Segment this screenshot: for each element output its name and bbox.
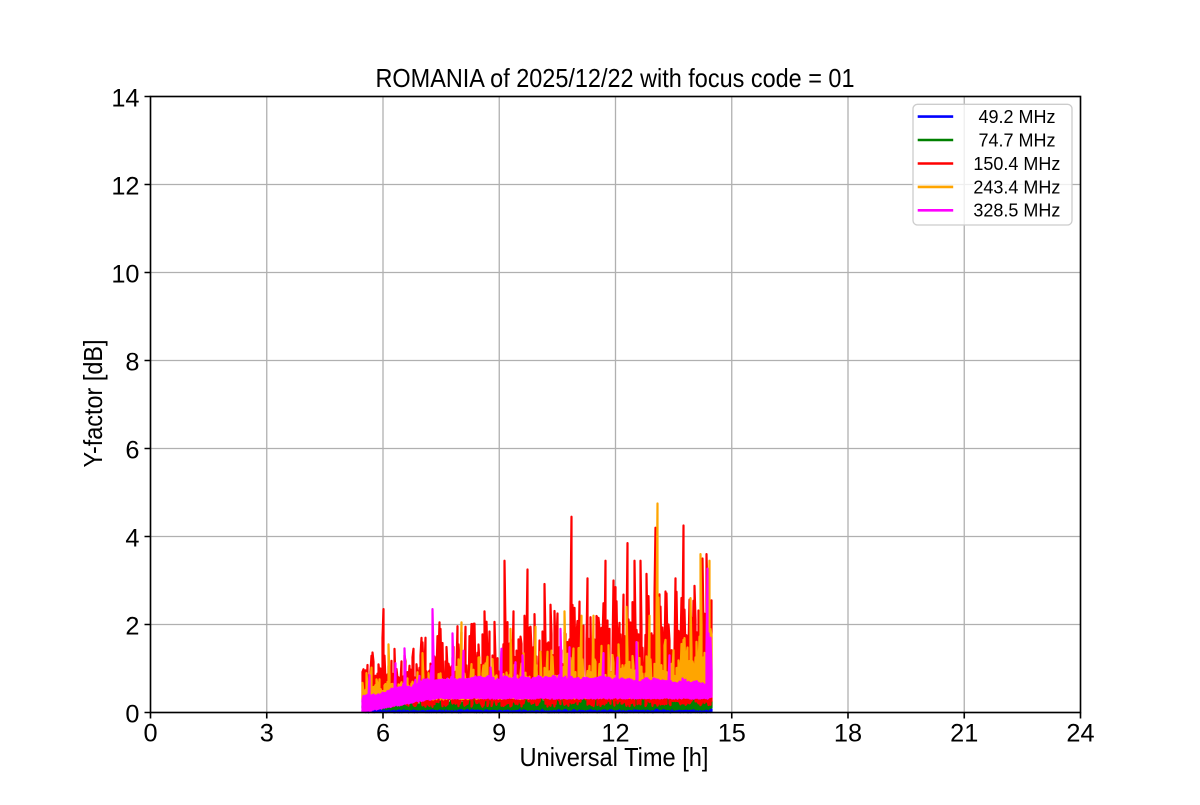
svg-text:328.5 MHz: 328.5 MHz — [973, 200, 1060, 221]
svg-text:3: 3 — [260, 719, 274, 747]
svg-text:ROMANIA of 2025/12/22 with foc: ROMANIA of 2025/12/22 with focus code = … — [376, 65, 855, 93]
svg-text:150.4 MHz: 150.4 MHz — [973, 153, 1060, 174]
svg-text:18: 18 — [834, 719, 862, 747]
svg-text:12: 12 — [111, 173, 139, 201]
svg-text:10: 10 — [111, 261, 139, 289]
svg-text:243.4 MHz: 243.4 MHz — [973, 176, 1060, 197]
svg-text:8: 8 — [125, 349, 139, 377]
svg-text:14: 14 — [111, 85, 139, 113]
svg-text:24: 24 — [1066, 719, 1094, 747]
svg-text:Universal Time [h]: Universal Time [h] — [520, 744, 709, 772]
svg-text:12: 12 — [601, 719, 629, 747]
svg-text:74.7 MHz: 74.7 MHz — [979, 129, 1056, 150]
svg-text:49.2 MHz: 49.2 MHz — [979, 106, 1056, 127]
svg-text:6: 6 — [376, 719, 390, 747]
svg-text:2: 2 — [125, 613, 139, 641]
svg-text:15: 15 — [718, 719, 746, 747]
svg-text:Y-factor [dB]: Y-factor [dB] — [80, 340, 108, 468]
svg-text:0: 0 — [125, 701, 139, 729]
svg-text:6: 6 — [125, 437, 139, 465]
svg-text:21: 21 — [950, 719, 978, 747]
svg-text:0: 0 — [143, 719, 157, 747]
svg-text:4: 4 — [125, 525, 139, 553]
svg-text:9: 9 — [492, 719, 506, 747]
